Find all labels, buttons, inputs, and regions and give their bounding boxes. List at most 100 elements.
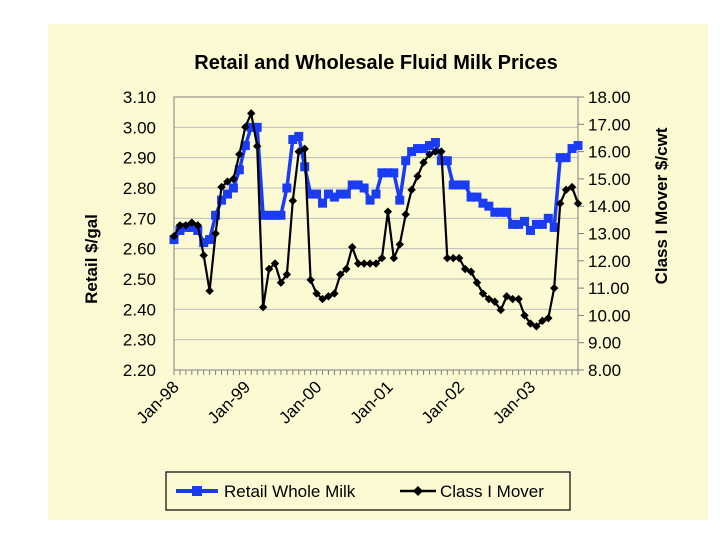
data-series [169, 109, 583, 331]
class1-data-point [425, 150, 434, 159]
chart-panel: Retail and Wholesale Fluid Milk Prices R… [48, 24, 708, 520]
retail-data-point [335, 189, 345, 199]
class1-data-point [490, 297, 500, 306]
class1-data-point [561, 185, 571, 195]
retail-data-point [502, 207, 512, 217]
retail-data-point [543, 213, 553, 223]
class1-data-point [514, 294, 523, 304]
retail-data-point [430, 138, 440, 147]
y-left-tick-label: 2.20 [123, 361, 156, 380]
horizontal-gridlines [174, 126, 578, 341]
y-left-tick-label: 2.40 [123, 300, 156, 319]
class1-data-point [330, 289, 339, 298]
class1-data-point [306, 275, 315, 285]
retail-data-point [419, 144, 429, 154]
retail-data-point [567, 144, 577, 154]
legend-class1-label: Class I Mover [440, 482, 544, 501]
legend-retail-label: Retail Whole Milk [224, 482, 356, 501]
retail-data-point [228, 183, 238, 193]
class1-data-point [294, 147, 303, 156]
retail-data-point [401, 156, 411, 166]
retail-data-point [341, 189, 351, 199]
retail-data-point [234, 165, 244, 175]
class1-data-point [383, 207, 393, 216]
class1-data-point [526, 319, 535, 328]
y-right-axis-label: Class I Mover $/cwt [652, 127, 671, 284]
class1-data-point [520, 311, 529, 320]
class1-data-point [532, 322, 541, 331]
class1-data-point [454, 253, 464, 263]
class1-data-point [472, 278, 482, 287]
class1-data-point [312, 289, 321, 298]
retail-data-point [282, 183, 292, 193]
y-left-axis-ticks: 3.10 3.00 2.90 2.80 2.70 2.60 2.50 2.40 2.30 2.20 [123, 88, 156, 380]
retail-data-point [329, 192, 339, 202]
retail-data-point [413, 144, 423, 154]
class1-data-point [449, 253, 458, 263]
retail-data-point [555, 153, 565, 163]
class1-data-point [318, 294, 327, 304]
class1-data-point [187, 218, 197, 227]
series-line [173, 112, 580, 328]
class1-data-point [377, 253, 387, 263]
class1-data-point [437, 147, 446, 156]
y-left-tick-label: 2.60 [123, 240, 156, 259]
retail-data-point [424, 141, 434, 151]
series-class-i-mover [169, 109, 583, 331]
retail-data-point [472, 192, 482, 202]
class1-data-point [555, 199, 565, 208]
legend-box [165, 471, 571, 511]
retail-data-point [484, 201, 494, 211]
retail-data-point [211, 210, 221, 220]
class1-data-point [336, 270, 345, 279]
class1-data-point [205, 286, 214, 296]
y-left-tick-label: 3.00 [123, 118, 156, 137]
chart-title: Retail and Wholesale Fluid Milk Prices [194, 52, 557, 74]
y-right-tick-label: 17.00 [588, 115, 631, 134]
class1-data-point [241, 122, 250, 132]
class1-data-point [478, 289, 488, 298]
x-tick-label: Jan-03 [489, 377, 539, 427]
retail-data-point [531, 219, 541, 229]
legend: Retail Whole Milk Class I Mover [165, 471, 571, 511]
class1-data-point [324, 292, 333, 301]
class1-data-point [199, 251, 208, 260]
retail-data-point [359, 183, 369, 193]
y-right-axis-ticks: 18.00 17.00 16.00 15.00 14.00 13.00 12.00 11.00… [578, 88, 631, 380]
retail-data-point [187, 222, 197, 232]
y-right-tick-label: 16.00 [588, 143, 631, 162]
class1-data-point [288, 196, 298, 205]
retail-data-point [258, 210, 268, 220]
class1-data-point [264, 264, 274, 274]
retail-data-point [222, 189, 232, 199]
retail-data-point [573, 141, 583, 151]
x-tick-label: Jan-01 [347, 377, 397, 427]
class1-data-point [342, 264, 351, 274]
x-tick-label: Jan-99 [204, 377, 254, 427]
y-right-tick-label: 10.00 [588, 306, 631, 325]
y-right-tick-label: 11.00 [588, 279, 629, 298]
retail-data-point [365, 195, 375, 205]
retail-data-point [496, 207, 506, 217]
y-right-tick-label: 9.00 [588, 334, 621, 353]
retail-data-point [377, 168, 387, 178]
class1-data-point [413, 171, 422, 181]
retail-data-point [407, 147, 417, 157]
retail-data-point [442, 156, 452, 166]
retail-data-point [525, 225, 535, 235]
plot-area-border [173, 96, 579, 371]
x-tick-label: Jan-98 [133, 377, 183, 427]
y-left-tick-label: 2.90 [123, 149, 156, 168]
x-axis-ticks [173, 370, 579, 375]
class1-data-point [282, 270, 292, 279]
retail-data-point [371, 189, 381, 199]
class1-data-point [300, 144, 309, 154]
retail-data-point [520, 216, 530, 226]
y-right-tick-label: 13.00 [588, 225, 631, 244]
class1-data-point [211, 229, 220, 238]
class1-data-point [484, 294, 494, 304]
y-right-tick-label: 15.00 [588, 170, 631, 189]
class1-data-point [276, 278, 286, 287]
y-right-tick-label: 12.00 [588, 252, 631, 271]
y-left-tick-label: 2.50 [123, 270, 156, 289]
